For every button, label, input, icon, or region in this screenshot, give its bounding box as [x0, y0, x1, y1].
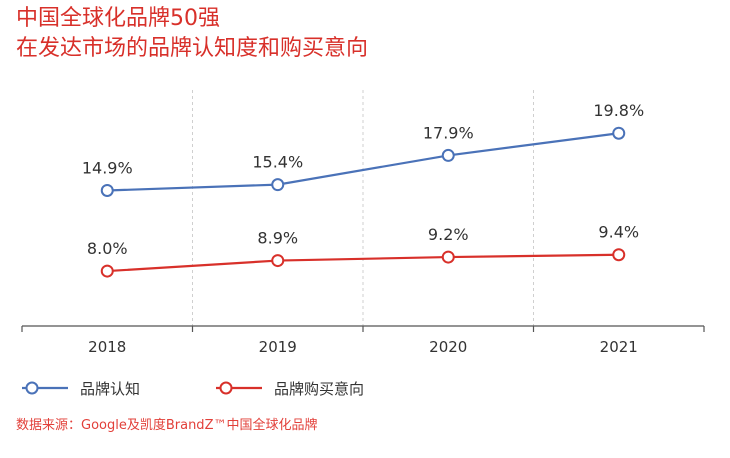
legend-swatch-marker: [219, 381, 233, 395]
series-line-2: [107, 253, 619, 273]
x-tick-label: 2020: [429, 338, 467, 356]
data-source-note: 数据来源：Google及凯度BrandZ™中国全球化品牌: [16, 418, 318, 433]
series-line-1: [107, 132, 619, 192]
data-label: 8.0%: [87, 239, 128, 258]
x-tick-label: 2019: [259, 338, 297, 356]
data-point: [100, 264, 114, 278]
data-label: 15.4%: [252, 153, 303, 172]
data-label: 14.9%: [82, 158, 133, 177]
data-point: [612, 126, 626, 140]
data-point: [271, 254, 285, 268]
legend-label: 品牌购买意向: [274, 380, 364, 398]
data-label: 9.2%: [428, 225, 469, 244]
legend-label: 品牌认知: [80, 380, 140, 398]
data-point: [441, 148, 455, 162]
data-label: 19.8%: [593, 101, 644, 120]
data-point: [612, 248, 626, 262]
x-tick-label: 2021: [600, 338, 638, 356]
line-chart: 2018 2019 2020 2021 14.9% 15.4% 17.9% 19.8% 8.0%…: [21, 90, 705, 398]
data-label: 9.4%: [598, 223, 639, 242]
chart-title-line-1: 中国全球化品牌50强: [16, 6, 220, 31]
data-point: [441, 250, 455, 264]
x-tick-label: 2018: [88, 338, 126, 356]
data-point: [100, 183, 114, 197]
chart-title-line-2: 在发达市场的品牌认知度和购买意向: [16, 36, 369, 61]
data-label: 17.9%: [423, 123, 474, 142]
data-label: 8.9%: [257, 229, 298, 248]
data-point: [271, 178, 285, 192]
legend-swatch-marker: [25, 381, 39, 395]
